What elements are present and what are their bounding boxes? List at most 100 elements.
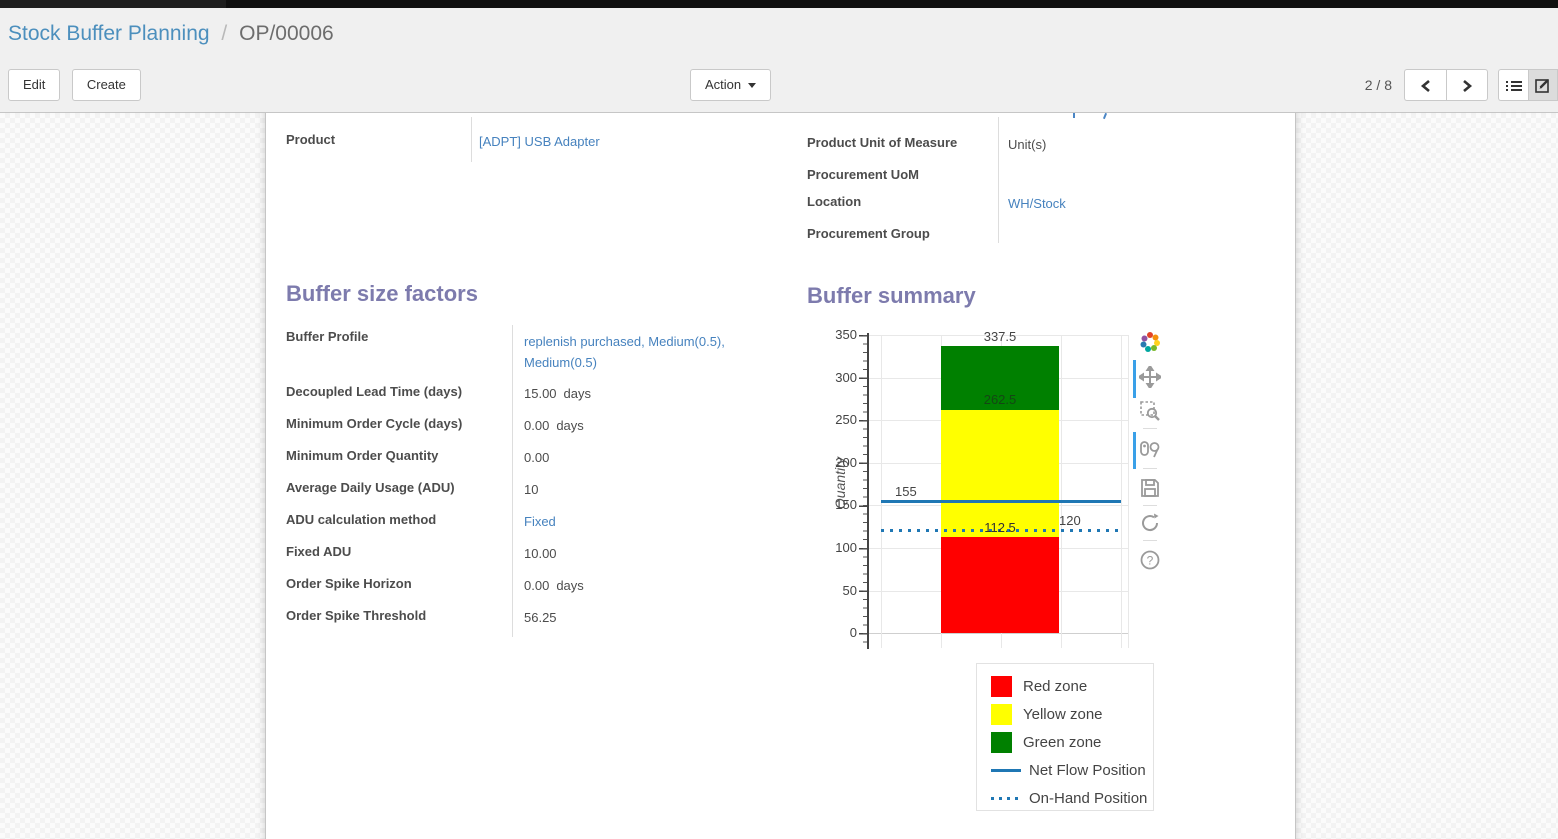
red-zone-bar [941,537,1059,633]
modebar-separator [1143,428,1157,429]
pager-previous-button[interactable] [1404,69,1446,101]
background-right [1296,113,1558,839]
legend-item-yellow-zone[interactable]: Yellow zone [991,700,1153,728]
legend-item-red-zone[interactable]: Red zone [991,672,1153,700]
create-button[interactable]: Create [71,69,141,101]
y-tick-label: 300 [835,370,857,385]
modebar-separator [1143,468,1157,469]
column-separator [512,325,513,637]
list-view-icon [1505,80,1522,91]
modebar-separator [1143,540,1157,541]
top-menu-bar-segment [0,0,226,8]
product-field-label: Product [286,132,336,147]
legend-item-net-flow-position[interactable]: Net Flow Position [991,756,1153,784]
location-field-value-link[interactable]: WH/Stock [1008,196,1066,211]
field-unit: days [556,418,584,433]
zoom-box-icon[interactable] [1139,400,1161,422]
field-unit: days [556,578,584,593]
control-panel: Edit Create Action 2 / 8 [0,64,1558,113]
solid-line-icon [991,768,1021,772]
form-view-button[interactable] [1528,69,1558,101]
minimum-order-cycle-value: 0.00 days [524,418,584,433]
action-dropdown-button[interactable]: Action [690,69,772,101]
form-view-area: Product [ADPT] USB Adapter Product Unit … [0,112,1558,839]
dotted-line-icon [991,796,1021,800]
annotation-buffer-top: 337.5 [983,329,1017,344]
minimum-order-quantity-value: 0.00 [524,450,550,465]
action-dropdown-label: Action [705,77,742,92]
product-uom-field-label: Product Unit of Measure [807,135,958,150]
legend-item-green-zone[interactable]: Green zone [991,728,1153,756]
on-hand-position-line [881,529,1121,532]
y-tick-label: 50 [842,583,857,598]
gridline [869,335,1128,336]
adu-calculation-method-value-link[interactable]: Fixed [524,514,556,529]
red-swatch-icon [991,675,1012,697]
decoupled-lead-time-value: 15.00 days [524,386,591,401]
column-separator [471,117,472,162]
annotation-net-flow: 155 [895,484,917,499]
annotation-red-top: 112.5 [984,520,1016,535]
minimum-order-quantity-label: Minimum Order Quantity [286,448,439,463]
procurement-group-field-label: Procurement Group [807,226,930,241]
green-zone-bar [941,346,1059,410]
buffer-profile-value-link[interactable]: replenish purchased, Medium(0.5), Medium… [524,334,725,370]
average-daily-usage-label: Average Daily Usage (ADU) [286,480,455,495]
y-tick-label: 100 [835,540,857,555]
svg-text:?: ? [1147,554,1154,568]
edit-button[interactable]: Edit [8,69,61,101]
top-menu-bar [0,0,1558,8]
breadcrumb-current: OP/00006 [239,22,334,45]
yellow-swatch-icon [991,703,1012,725]
average-daily-usage-value: 10 [524,482,539,497]
order-spike-horizon-value: 0.00 days [524,578,584,593]
legend-item-on-hand-position[interactable]: On-Hand Position [991,784,1153,812]
y-tick-label: 200 [835,455,857,470]
fixed-adu-label: Fixed ADU [286,544,352,559]
pager-next-button[interactable] [1446,69,1488,101]
chevron-left-icon [1420,79,1430,92]
net-flow-position-line [881,500,1121,503]
breadcrumb-parent-link[interactable]: Stock Buffer Planning [8,22,210,45]
y-axis-minor-ticks [863,335,867,648]
fixed-adu-value: 10.00 [524,546,557,561]
compare-hover-icon[interactable] [1139,439,1161,461]
list-view-button[interactable] [1498,69,1528,101]
field-number: 0.00 [524,418,550,433]
order-spike-horizon-label: Order Spike Horizon [286,576,412,591]
gridline [1061,335,1062,648]
minimum-order-cycle-label: Minimum Order Cycle (days) [286,416,463,431]
modebar-active-indicator [1133,360,1136,398]
yellow-zone-bar [941,410,1059,537]
location-field-label: Location [807,194,862,209]
legend-label: On-Hand Position [1029,789,1148,807]
pan-icon[interactable] [1137,364,1163,390]
product-uom-field-value: Unit(s) [1008,137,1047,152]
chevron-right-icon [1463,79,1473,92]
legend-label: Green zone [1023,733,1102,751]
reset-axes-icon[interactable] [1139,512,1161,534]
order-spike-threshold-label: Order Spike Threshold [286,608,427,623]
form-view-icon [1535,79,1549,93]
gridline [881,335,882,648]
legend-label: Red zone [1023,677,1088,695]
buffer-summary-title: Buffer summary [807,283,976,308]
form-sheet: Product [ADPT] USB Adapter Product Unit … [265,112,1297,839]
save-icon[interactable] [1139,477,1161,499]
plot-right-border [1128,335,1129,648]
modebar-active-indicator [1133,432,1136,469]
field-number: 0.00 [524,578,550,593]
plotly-logo-icon[interactable] [1139,331,1161,353]
y-axis-line [867,333,869,649]
green-swatch-icon [991,731,1012,753]
buffer-summary-chart: Quantity 350 300 250 200 150 100 50 0 [807,325,1297,665]
product-field-value-link[interactable]: [ADPT] USB Adapter [479,134,600,149]
adu-calculation-method-label: ADU calculation method [286,512,437,527]
help-icon[interactable]: ? [1139,549,1161,571]
zero-gridline [869,633,1128,634]
background-left [0,113,265,839]
column-separator [998,117,999,243]
buffer-size-factors-title: Buffer size factors [286,281,478,306]
field-unit: days [563,386,592,401]
